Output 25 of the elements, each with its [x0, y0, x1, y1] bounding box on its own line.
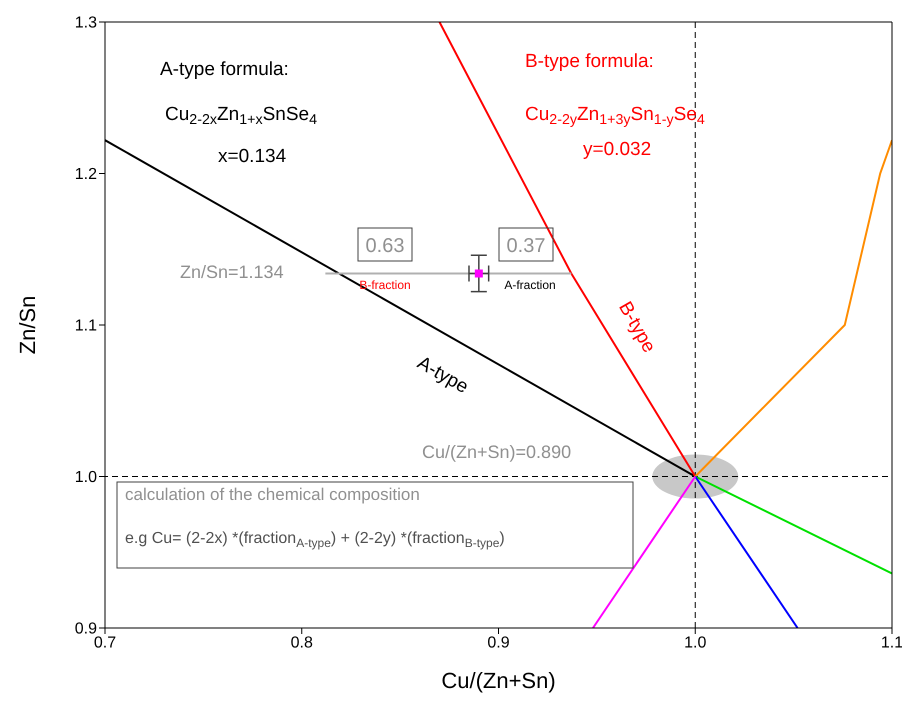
- annotation: A-type formula:: [160, 59, 289, 80]
- annotation: x=0.134: [218, 146, 287, 167]
- y-tick-label: 1.0: [74, 469, 98, 486]
- annotation: A-fraction: [504, 278, 556, 292]
- annotation: B-type formula:: [525, 51, 654, 72]
- annotation: 0.37: [506, 235, 546, 257]
- x-tick-label: 1.1: [880, 634, 904, 652]
- y-tick-label: 1.1: [74, 318, 98, 335]
- annotation: e.g Cu= (2-2x) *(fraction$_{A-type}$) + (2-2y) *(fraction$_{B-type}$): [125, 530, 505, 550]
- line-series: [694, 139, 892, 478]
- annotation: Cu/(Zn+Sn)=0.890: [422, 442, 572, 462]
- x-tick-label: 0.8: [290, 634, 313, 652]
- annotation: 0.63: [366, 235, 404, 257]
- annotation: Cu$_{2-2y}$Zn$_{1+3y}$Sn$_{1-y}$Se$_{4}$: [525, 104, 705, 128]
- annotation: B-fraction: [359, 278, 411, 292]
- x-tick-label: 1.0: [684, 634, 706, 652]
- annotation: y=0.032: [583, 139, 652, 160]
- annotation: calculation of the chemical composition: [125, 485, 420, 504]
- x-axis-title: Cu/(Zn+Sn): [441, 668, 556, 693]
- annotation: Zn/Sn=1.134: [180, 262, 284, 282]
- y-tick-label: 1.2: [74, 166, 98, 184]
- x-tick-label: 0.9: [487, 634, 510, 652]
- y-tick-label: 1.3: [74, 14, 98, 32]
- annotation: Cu$_{2-2x}$Zn$_{1+x}$SnSe$_{4}$: [165, 104, 318, 128]
- y-axis-title: Zn/Sn: [14, 296, 40, 354]
